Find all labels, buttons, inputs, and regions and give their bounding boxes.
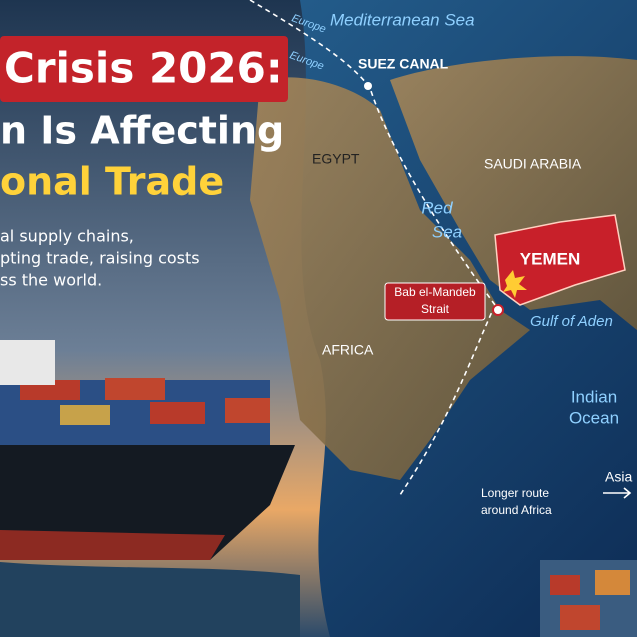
container: [150, 402, 205, 424]
bridge: [0, 340, 55, 385]
container: [60, 405, 110, 425]
sea-label: Sea: [432, 222, 462, 241]
title-banner: [0, 36, 288, 102]
container: [595, 570, 630, 595]
strait-dot: [492, 304, 504, 316]
subtitle-line: al supply chains,: [0, 227, 134, 246]
container: [225, 398, 270, 423]
yemen-shape: [494, 214, 626, 306]
asia-arrow: [603, 487, 632, 499]
ship-hull: [0, 445, 295, 560]
subtitle-line: pting trade, raising costs: [0, 249, 200, 268]
route-note: around Africa: [481, 503, 552, 517]
route-line: [249, 0, 496, 496]
sea-label: Indian: [571, 387, 617, 406]
canal-label: SUEZ CANAL: [358, 56, 449, 72]
suez-dot: [364, 82, 372, 90]
container: [105, 378, 165, 400]
strait-box: [384, 282, 486, 321]
strait-label: Bab el-Mandeb: [394, 285, 476, 299]
title-line: n Is Affecting: [0, 109, 284, 153]
title-line: Crisis 2026:: [4, 44, 283, 93]
container: [560, 605, 600, 630]
sea-label: Ocean: [569, 408, 619, 427]
subtitle-line: ss the world.: [0, 271, 102, 290]
region-label: Asia: [605, 469, 632, 485]
ship-keel: [0, 530, 225, 560]
country-label: SAUDI ARABIA: [484, 156, 582, 172]
container: [550, 575, 580, 595]
sea-label: Gulf of Aden: [530, 313, 613, 330]
explosion-icon: [503, 270, 527, 298]
country-label: YEMEN: [520, 249, 580, 268]
water: [0, 562, 300, 637]
country-label: EGYPT: [312, 151, 360, 167]
africa-land: [250, 77, 530, 480]
sea-label: Mediterranean Sea: [330, 10, 475, 29]
containers: [0, 340, 270, 445]
route-note: Longer route: [481, 486, 549, 500]
port-containers: [540, 560, 637, 637]
sea-label: Red: [421, 198, 453, 217]
strait-label: Strait: [421, 302, 450, 316]
continent-label: AFRICA: [322, 342, 374, 358]
title-line: onal Trade: [0, 160, 224, 204]
